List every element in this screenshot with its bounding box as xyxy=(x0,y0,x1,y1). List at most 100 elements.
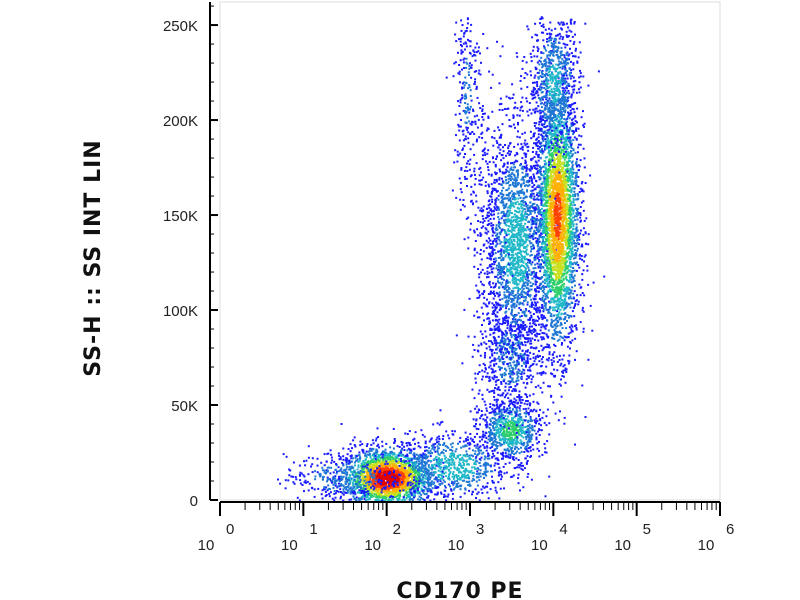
event-dot xyxy=(492,425,494,428)
event-dot xyxy=(335,464,338,467)
event-dot xyxy=(370,491,373,494)
event-dot xyxy=(405,470,408,473)
event-dot xyxy=(500,408,502,411)
event-dot xyxy=(530,284,533,287)
event-dot xyxy=(503,294,506,297)
event-dot xyxy=(522,431,525,434)
event-dot xyxy=(393,438,396,440)
event-dot xyxy=(396,479,399,482)
event-dot xyxy=(514,202,517,205)
event-dot xyxy=(514,411,517,414)
event-dot xyxy=(341,492,344,495)
event-dot xyxy=(373,452,376,455)
event-dot xyxy=(408,430,411,433)
event-dot xyxy=(483,400,486,403)
event-dot xyxy=(469,175,472,178)
event-dot xyxy=(447,493,450,496)
event-dot xyxy=(498,417,501,420)
event-dot xyxy=(504,329,507,332)
event-dot xyxy=(334,475,337,478)
event-dot xyxy=(371,470,374,473)
event-dot xyxy=(411,457,414,460)
event-dot xyxy=(516,439,519,442)
event-dot xyxy=(328,492,331,495)
event-dot xyxy=(510,348,513,351)
event-dot xyxy=(504,462,507,465)
event-dot xyxy=(506,215,509,218)
event-dot xyxy=(403,460,406,463)
event-dot xyxy=(430,468,433,471)
event-dot xyxy=(574,443,576,446)
event-dot xyxy=(437,469,440,472)
event-dot xyxy=(451,446,454,449)
event-dot xyxy=(342,464,345,467)
event-dot xyxy=(349,490,352,493)
event-dot xyxy=(503,108,506,110)
event-dot xyxy=(517,271,519,274)
event-dot xyxy=(367,450,370,453)
event-dot xyxy=(394,479,397,482)
event-dot xyxy=(526,350,529,353)
event-dot xyxy=(520,432,523,434)
event-dot xyxy=(367,460,370,462)
event-dot xyxy=(332,471,335,474)
event-dot xyxy=(492,144,495,147)
event-dot xyxy=(490,173,493,176)
event-dot xyxy=(373,469,376,472)
event-dot xyxy=(433,446,436,449)
event-dot xyxy=(377,436,380,438)
event-dot xyxy=(442,443,444,446)
event-dot xyxy=(444,471,447,474)
event-dot xyxy=(456,479,459,482)
event-dot xyxy=(486,491,489,494)
event-dot xyxy=(455,448,458,451)
event-dot xyxy=(525,425,528,428)
event-dot xyxy=(383,467,386,470)
event-dot xyxy=(323,471,326,474)
event-dot xyxy=(526,460,529,462)
event-dot xyxy=(508,424,511,427)
event-dot xyxy=(509,357,512,360)
event-dot xyxy=(348,459,351,462)
event-dot xyxy=(459,454,462,456)
event-dot xyxy=(343,486,346,489)
event-dot xyxy=(345,463,348,466)
event-dot xyxy=(410,449,413,452)
event-dot xyxy=(525,258,528,260)
event-dot xyxy=(513,397,516,400)
event-dot xyxy=(399,483,402,486)
event-dot xyxy=(384,464,386,467)
event-dot xyxy=(515,426,518,428)
event-dot xyxy=(349,492,352,495)
event-dot xyxy=(292,461,295,464)
event-dot xyxy=(379,488,382,491)
event-dot xyxy=(439,458,442,461)
event-dot xyxy=(511,475,514,478)
event-dot xyxy=(406,495,409,498)
event-dot xyxy=(359,440,362,443)
event-dot xyxy=(509,420,512,423)
event-dot xyxy=(526,396,529,398)
event-dot xyxy=(378,454,381,457)
event-dot xyxy=(378,499,381,502)
event-dot xyxy=(407,475,410,478)
event-dot xyxy=(512,419,515,422)
event-dot xyxy=(511,172,514,175)
event-dot xyxy=(445,465,448,468)
event-dot xyxy=(333,460,336,463)
event-dot xyxy=(516,361,519,364)
event-dot xyxy=(355,484,358,487)
event-dot xyxy=(401,486,404,489)
event-dot xyxy=(502,435,505,438)
event-dot xyxy=(490,367,493,370)
event-dot xyxy=(531,203,534,206)
event-dot xyxy=(439,463,442,466)
event-dot xyxy=(522,486,525,489)
event-dot xyxy=(504,348,506,351)
event-dot xyxy=(477,447,480,450)
event-dot xyxy=(325,486,328,489)
event-dot xyxy=(352,480,355,483)
event-dot xyxy=(495,491,498,494)
event-dot xyxy=(345,477,347,480)
event-dot xyxy=(394,482,397,485)
